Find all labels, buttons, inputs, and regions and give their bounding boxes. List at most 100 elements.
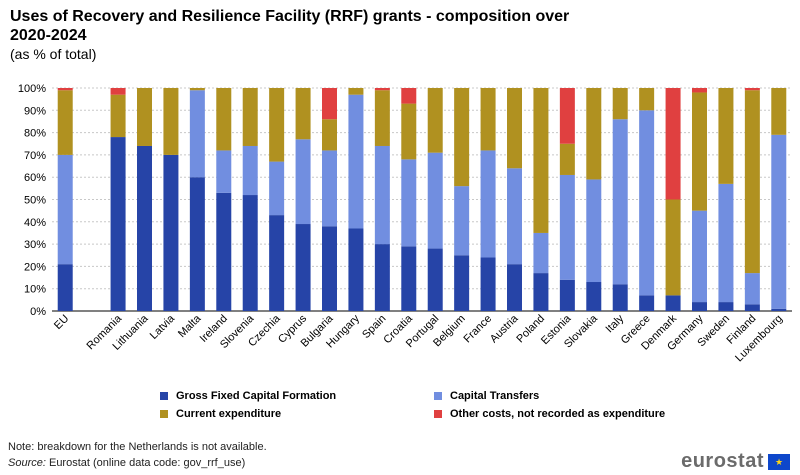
bar-segment <box>639 295 655 311</box>
bar-segment <box>692 92 707 211</box>
bar-segment <box>189 177 205 311</box>
bar-segment <box>665 88 681 200</box>
bar-segment <box>189 90 205 178</box>
bar-segment <box>401 103 417 160</box>
bar-segment <box>163 154 179 311</box>
bar-segment <box>322 119 337 151</box>
bar-segment <box>189 88 205 91</box>
bar-segment <box>559 143 575 175</box>
bar-segment <box>242 145 258 196</box>
y-tick-label: 50% <box>24 195 46 207</box>
logo-text: eurostat <box>681 450 764 472</box>
bar-segment <box>57 264 73 311</box>
chart-title: Uses of Recovery and Resilience Facility… <box>10 8 570 44</box>
bar-segment <box>744 88 760 91</box>
legend-label-other-costs: Other costs, not recorded as expenditure <box>450 408 666 420</box>
x-tick-label: Latvia <box>148 312 178 342</box>
footer-note: Note: breakdown for the Netherlands is n… <box>8 441 267 453</box>
bar-segment <box>57 90 73 155</box>
bar-segment <box>639 110 655 296</box>
x-tick-label: France <box>461 313 494 346</box>
y-tick-label: 40% <box>24 217 46 229</box>
bar-segment <box>110 88 126 95</box>
bar-segment <box>718 302 734 311</box>
legend-item-capital-transfers: Capital Transfers <box>434 390 539 402</box>
bar-segment <box>427 152 443 249</box>
bar-segment <box>665 295 681 311</box>
bar-segment <box>401 159 417 247</box>
bar-segment <box>57 88 73 91</box>
bar-segment <box>137 88 152 146</box>
chart-subtitle: (as % of total) <box>10 46 97 62</box>
bar-segment <box>612 284 628 311</box>
bar-segment <box>507 168 522 265</box>
bar-segment <box>533 232 549 274</box>
bar-segment <box>665 199 681 296</box>
bar-segment <box>216 192 232 311</box>
bar-segment <box>639 88 655 111</box>
bar-segment <box>533 88 549 233</box>
bar-segment <box>454 186 470 256</box>
bar-segment <box>744 90 760 274</box>
y-tick-label: 30% <box>24 239 46 251</box>
legend-item-current-expenditure: Current expenditure <box>160 408 281 420</box>
bar-segment <box>480 150 496 258</box>
bar-segment <box>322 150 337 227</box>
bar-segment <box>559 279 575 311</box>
legend-swatch-other-costs <box>434 410 442 418</box>
bar-segment <box>57 154 73 265</box>
legend-swatch-current-expenditure <box>160 410 168 418</box>
x-tick-label: Italy <box>604 312 627 335</box>
bar-segment <box>374 244 390 311</box>
bar-segment <box>401 88 417 104</box>
legend-swatch-capital-transfers <box>434 392 442 400</box>
bar-segment <box>744 304 760 311</box>
eu-flag-icon: ★ <box>768 453 790 470</box>
bar-segment <box>718 88 734 184</box>
bar-segment <box>216 88 232 151</box>
bar-segment <box>427 88 443 153</box>
y-tick-label: 80% <box>24 128 46 140</box>
bar-segment <box>454 88 470 187</box>
legend-swatch-gfcf <box>160 392 168 400</box>
bar-segment <box>771 134 787 309</box>
bar-segment <box>269 161 285 216</box>
bar-segment <box>612 88 628 120</box>
x-tick-label: Austria <box>488 312 521 345</box>
bar-segment <box>480 257 496 311</box>
bar-segment <box>348 88 364 95</box>
y-tick-label: 90% <box>24 105 46 117</box>
bar-segment <box>507 264 522 311</box>
source-text: Eurostat (online data code: gov_rrf_use) <box>45 457 246 469</box>
bar-segment <box>559 88 575 144</box>
bar-segment <box>612 119 628 285</box>
bar-segment <box>427 248 443 311</box>
bar-segment <box>586 282 602 311</box>
bar-segment <box>374 145 390 245</box>
bar-segment <box>242 195 258 311</box>
bar-segment <box>322 226 337 311</box>
bar-segment <box>242 88 258 146</box>
bar-segment <box>771 88 787 135</box>
bar-segment <box>348 228 364 311</box>
bar-segment <box>718 183 734 303</box>
bar-segment <box>559 174 575 280</box>
footer-source: Source: Eurostat (online data code: gov_… <box>8 457 245 469</box>
bar-segment <box>295 224 311 311</box>
y-tick-label: 60% <box>24 172 46 184</box>
y-tick-label: 70% <box>24 150 46 162</box>
bar-segment <box>586 179 602 283</box>
bar-segment <box>692 210 707 303</box>
legend-label-capital-transfers: Capital Transfers <box>450 390 540 402</box>
bar-segment <box>216 150 232 193</box>
bar-segment <box>480 88 496 151</box>
bar-segment <box>295 88 311 140</box>
legend-label-current-expenditure: Current expenditure <box>176 408 282 420</box>
bar-segment <box>744 273 760 305</box>
bar-segment <box>322 88 337 120</box>
bar-segment <box>533 273 549 311</box>
legend-item-gfcf: Gross Fixed Capital Formation <box>160 390 336 402</box>
bar-segment <box>269 88 285 162</box>
bar-segment <box>374 90 390 146</box>
